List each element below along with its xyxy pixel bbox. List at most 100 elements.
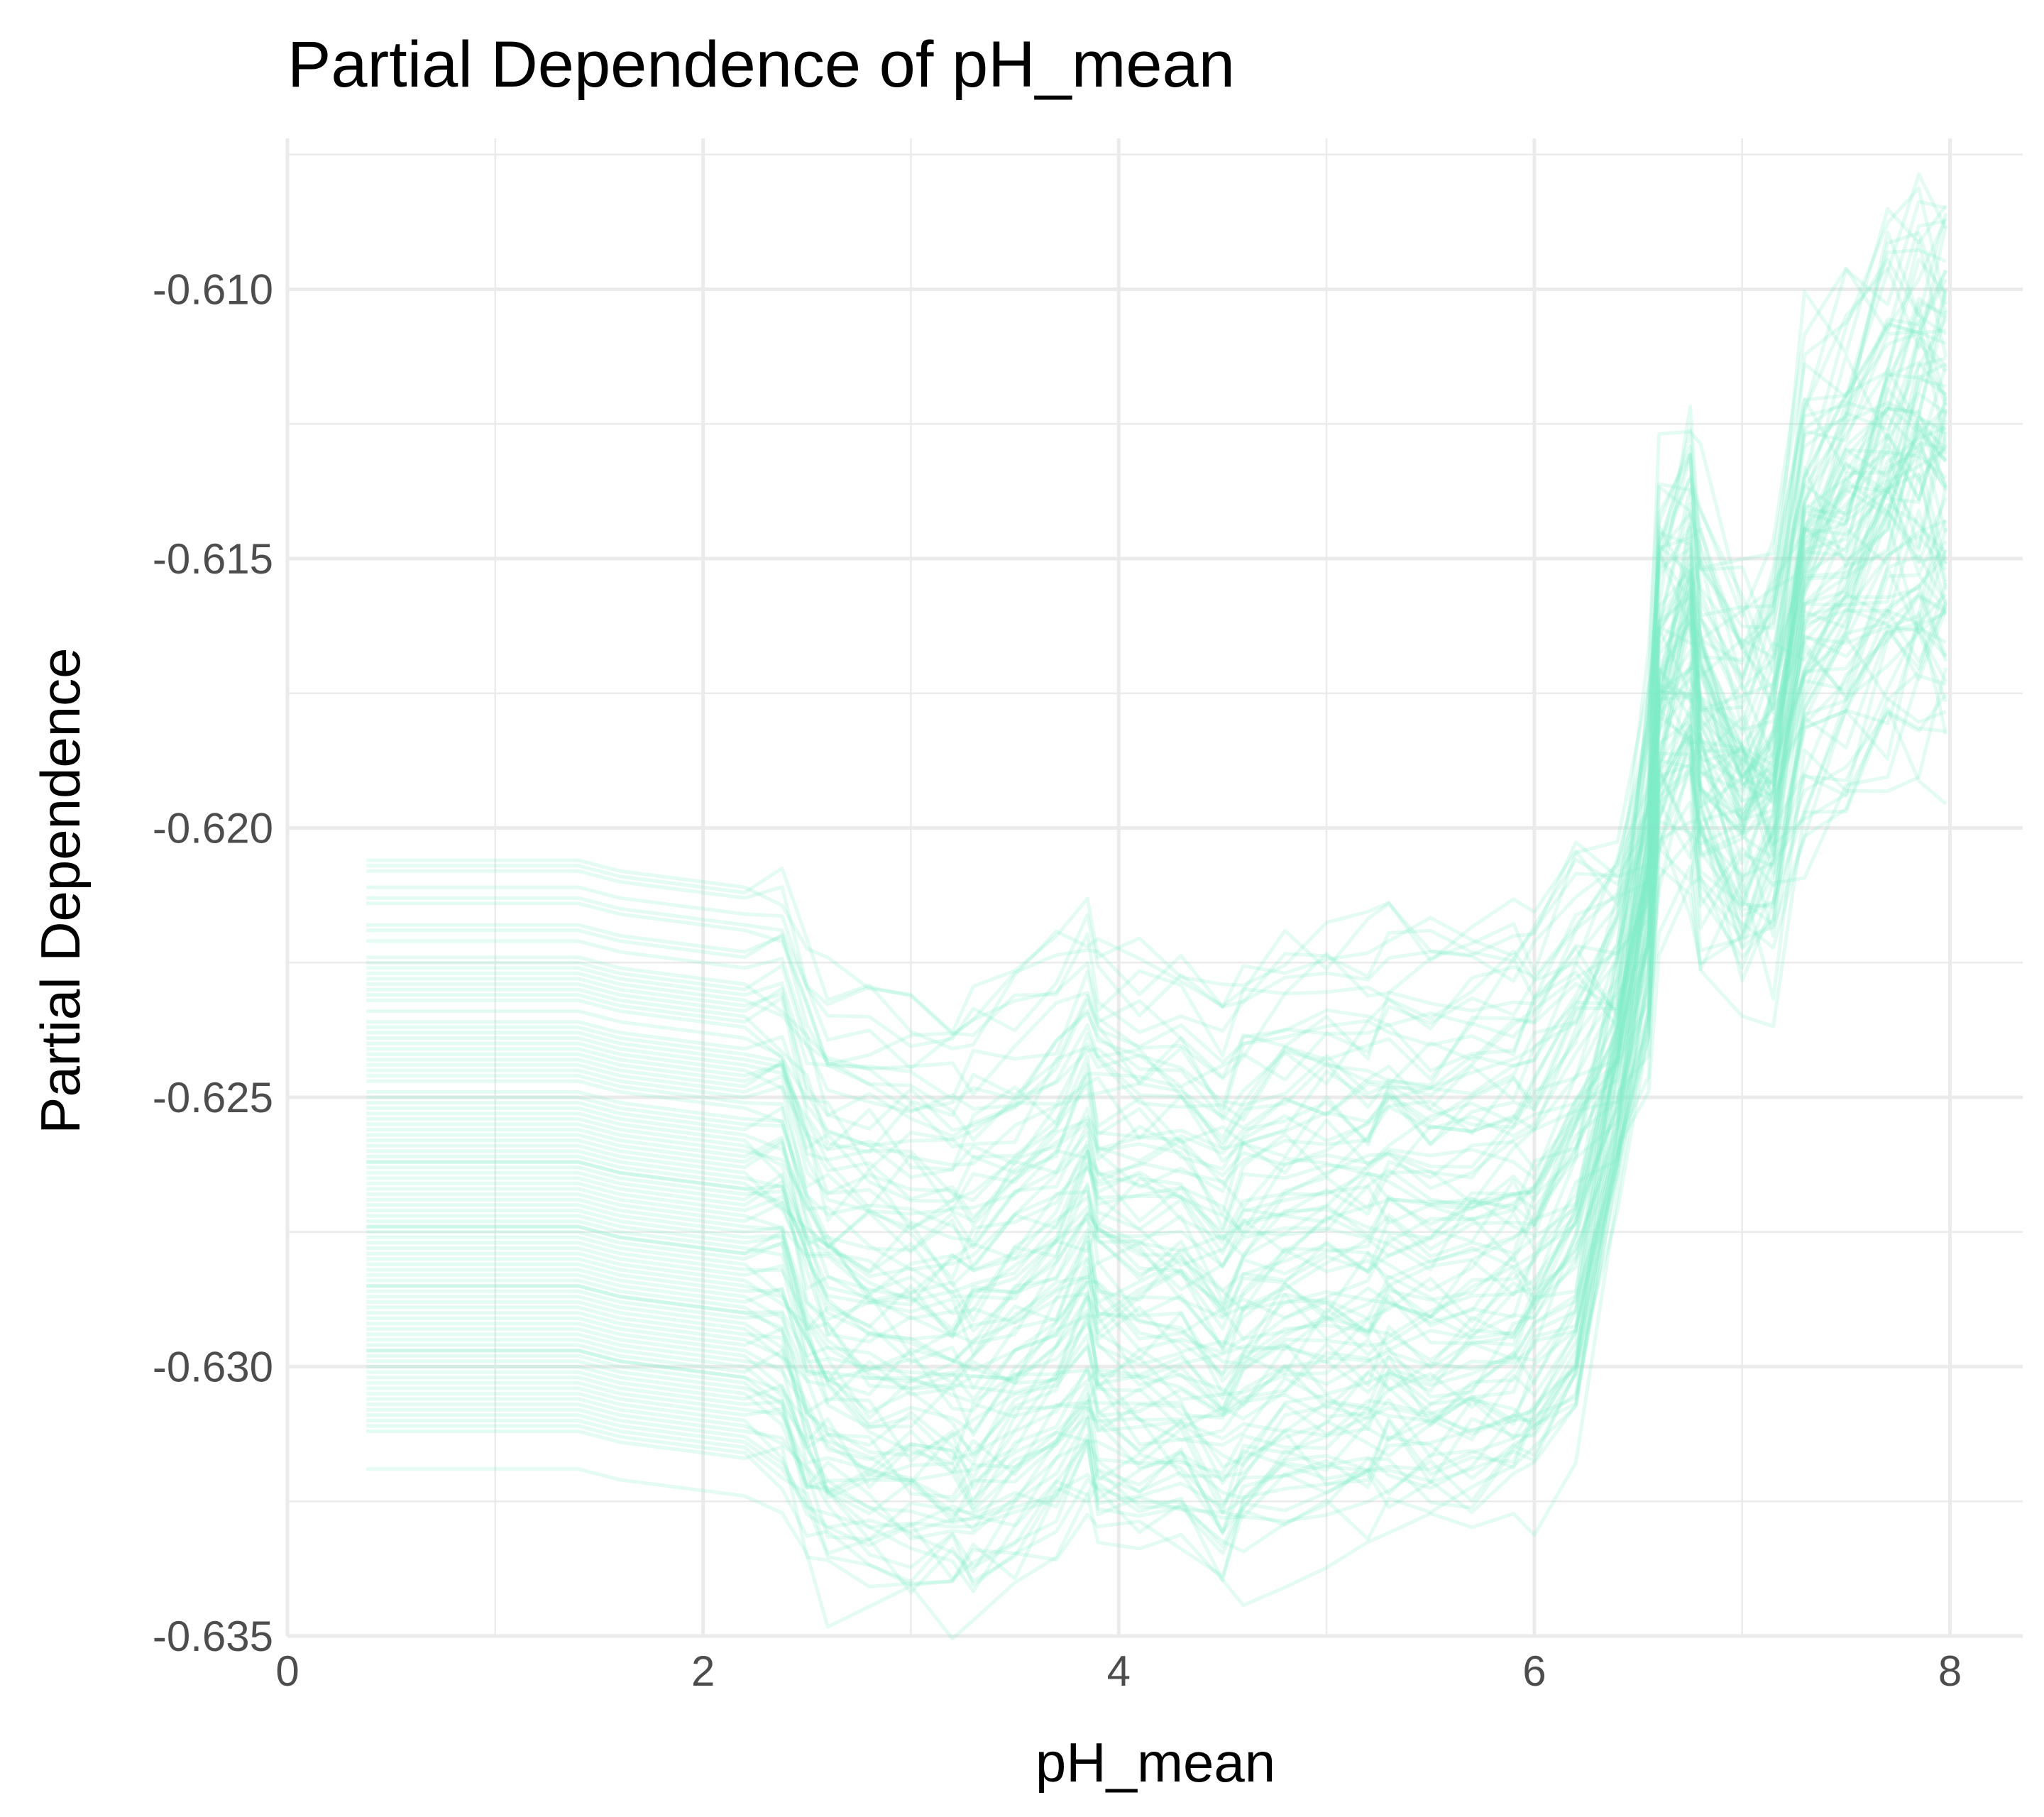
ice-curve: [366, 204, 1947, 1070]
ice-curve: [366, 706, 1947, 1594]
ice-curve: [366, 433, 1948, 1385]
ice-curve: [366, 291, 1948, 1383]
ice-curve: [366, 301, 1947, 1252]
x-tick-label: 4: [1107, 1647, 1131, 1695]
ice-curve: [366, 595, 1947, 1593]
ice-curve: [366, 423, 1947, 1569]
x-axis-ticks: 0 2 4 6 8: [275, 1647, 1962, 1695]
ice-curve: [366, 401, 1947, 1377]
ice-curve: [366, 625, 1947, 1391]
y-tick-label: -0.625: [153, 1074, 273, 1121]
ice-curve: [366, 212, 1948, 1219]
ice-curve: [366, 555, 1947, 1434]
ice-curve: [366, 607, 1948, 1287]
ice-curve: [366, 377, 1947, 1547]
ice-curve: [366, 323, 1947, 1180]
ice-curve: [366, 566, 1947, 1351]
grid: [285, 138, 2023, 1638]
ice-curve: [366, 362, 1947, 1396]
ice-curve: [366, 410, 1948, 1112]
ice-curve: [366, 367, 1947, 1466]
ice-curve: [366, 539, 1947, 1588]
ice-curve: [366, 667, 1948, 1489]
x-tick-label: 2: [691, 1647, 715, 1695]
ice-curve: [366, 186, 1948, 1231]
y-axis-title: Partial Dependence: [29, 647, 92, 1133]
ice-curve: [366, 361, 1947, 1574]
ice-curve: [366, 693, 1947, 1518]
ice-curve: [366, 591, 1948, 1383]
ice-curve: [366, 583, 1948, 1542]
ice-curve: [366, 447, 1947, 1154]
ice-curve: [366, 431, 1948, 1390]
ice-curve: [366, 407, 1947, 1297]
ice-curve: [366, 248, 1947, 1216]
ice-curve: [366, 508, 1947, 1413]
y-tick-label: -0.635: [153, 1613, 273, 1660]
ice-curve: [366, 486, 1948, 1272]
x-tick-label: 0: [275, 1647, 299, 1695]
ice-curve: [366, 341, 1947, 1280]
ice-curve: [366, 321, 1946, 1036]
ice-curve: [366, 365, 1948, 1121]
ice-curve: [366, 269, 1947, 1223]
ice-curve: [366, 709, 1946, 1499]
ice-curve: [366, 404, 1947, 1142]
ice-curve: [366, 473, 1948, 1510]
ice-curve: [366, 503, 1947, 1234]
ice-curve: [366, 278, 1947, 1145]
ice-curve: [366, 424, 1947, 1411]
ice-curve: [366, 217, 1947, 1034]
ice-curve: [366, 626, 1947, 1459]
ice-curve: [366, 407, 1948, 1296]
ice-curve: [366, 509, 1948, 1299]
ice-curve: [366, 258, 1947, 1148]
ice-curve: [366, 419, 1948, 1323]
ice-curve: [366, 415, 1947, 1363]
ice-curve: [366, 593, 1947, 1588]
ice-curve: [366, 225, 1948, 1227]
ice-curve: [366, 297, 1947, 1466]
ice-curve: [366, 311, 1948, 1117]
ice-curve: [366, 582, 1948, 1437]
chart-title: Partial Dependence of pH_mean: [287, 28, 1235, 101]
ice-curve: [366, 456, 1948, 1048]
ice-curve: [366, 426, 1947, 1532]
ice-curve: [366, 610, 1948, 1429]
ice-curve: [366, 231, 1948, 1171]
ice-curve: [366, 395, 1948, 1461]
ice-curve: [366, 334, 1947, 1513]
y-tick-label: -0.630: [153, 1344, 273, 1391]
ice-curve: [366, 554, 1947, 1171]
ice-curve: [366, 448, 1947, 1344]
ice-curve: [366, 604, 1947, 1270]
ice-curve: [366, 417, 1947, 1050]
y-tick-label: -0.615: [153, 535, 273, 583]
ice-curve: [366, 485, 1948, 1474]
x-axis-title: pH_mean: [1035, 1731, 1275, 1794]
ice-curve: [366, 258, 1947, 1242]
y-axis-ticks: -0.635 -0.630 -0.625 -0.620 -0.615 -0.610: [153, 266, 273, 1660]
ice-curve: [366, 516, 1948, 1525]
ice-curve: [366, 288, 1948, 1356]
ice-curve: [366, 433, 1947, 1203]
ice-curve: [366, 519, 1947, 1341]
ice-curve: [366, 697, 1947, 1505]
y-tick-label: -0.620: [153, 805, 273, 852]
ice-curve: [366, 593, 1947, 1307]
ice-curve: [366, 415, 1947, 1530]
y-tick-label: -0.610: [153, 266, 273, 314]
x-tick-label: 8: [1938, 1647, 1962, 1695]
ice-curve: [366, 534, 1947, 1390]
ice-curve: [366, 334, 1948, 1333]
ice-curve: [366, 373, 1947, 1331]
x-tick-label: 6: [1522, 1647, 1546, 1695]
ice-curve: [366, 387, 1947, 1480]
ice-curve: [366, 172, 1947, 1067]
ice-curve: [366, 199, 1947, 1202]
ice-curve: [366, 611, 1947, 1401]
ice-curve: [366, 392, 1947, 1463]
ice-curve: [366, 306, 1948, 1102]
